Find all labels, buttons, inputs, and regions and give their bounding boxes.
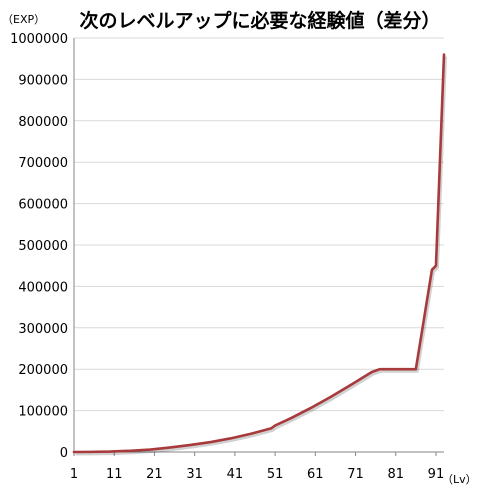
y-tick-label: 800000	[18, 115, 68, 130]
x-tick-label: 81	[387, 467, 404, 482]
y-tick-label: 300000	[18, 322, 68, 337]
y-tick-label: 0	[60, 446, 68, 461]
y-tick-labels: 0 100000 200000 300000 400000 500000 600000 700…	[10, 32, 68, 461]
x-tick-labels: 1 11 21 31 41 51 61 71 81 91	[70, 467, 444, 482]
x-tick-label: 41	[227, 467, 244, 482]
y-tick-label: 700000	[18, 156, 68, 171]
x-axis-unit-label: （Lv）	[442, 473, 477, 486]
x-tick-label: 71	[347, 467, 364, 482]
y-tick-label: 200000	[18, 363, 68, 378]
chart-title: 次のレベルアップに必要な経験値（差分）	[79, 10, 441, 32]
y-tick-label: 600000	[18, 198, 68, 213]
y-tick-label: 1000000	[10, 32, 68, 47]
axes	[73, 38, 444, 456]
x-tick-label: 91	[428, 467, 445, 482]
y-tick-label: 500000	[18, 239, 68, 254]
gridlines	[74, 37, 444, 412]
y-tick-label: 100000	[18, 405, 68, 420]
x-tick-label: 11	[106, 467, 123, 482]
x-tick-label: 51	[267, 467, 284, 482]
x-tick-label: 21	[146, 467, 163, 482]
y-tick-label: 400000	[18, 280, 68, 295]
x-tick-label: 61	[307, 467, 324, 482]
series-line	[72, 53, 446, 454]
y-axis-unit-label: （EXP）	[2, 13, 45, 26]
series-layer	[72, 53, 447, 456]
x-tick-label: 1	[70, 467, 78, 482]
series-line-shadow	[75, 56, 447, 456]
x-tick-label: 31	[186, 467, 203, 482]
y-tick-label: 900000	[18, 73, 68, 88]
